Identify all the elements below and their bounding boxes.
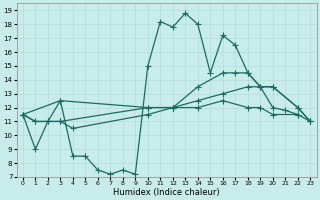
X-axis label: Humidex (Indice chaleur): Humidex (Indice chaleur) xyxy=(113,188,220,197)
